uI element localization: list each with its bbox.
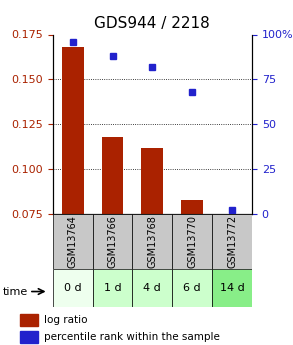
- Bar: [132, 269, 172, 307]
- Bar: [212, 214, 252, 269]
- Text: GSM13772: GSM13772: [227, 215, 237, 268]
- Bar: [93, 214, 132, 269]
- Text: 14 d: 14 d: [220, 283, 244, 293]
- Bar: [142, 148, 163, 214]
- Bar: [62, 47, 84, 214]
- Bar: [102, 137, 123, 214]
- Bar: [172, 269, 212, 307]
- Text: GSM13766: GSM13766: [108, 215, 117, 268]
- Bar: [172, 214, 212, 269]
- Text: GSM13764: GSM13764: [68, 215, 78, 268]
- Bar: [93, 269, 132, 307]
- Bar: [20, 331, 38, 343]
- Text: percentile rank within the sample: percentile rank within the sample: [44, 333, 219, 342]
- Text: 4 d: 4 d: [144, 283, 161, 293]
- Bar: [181, 199, 203, 214]
- Bar: [20, 314, 38, 326]
- Title: GDS944 / 2218: GDS944 / 2218: [94, 16, 210, 31]
- Text: 1 d: 1 d: [104, 283, 121, 293]
- Text: time: time: [3, 287, 28, 296]
- Text: log ratio: log ratio: [44, 315, 87, 325]
- Text: 0 d: 0 d: [64, 283, 81, 293]
- Bar: [212, 269, 252, 307]
- Text: GSM13770: GSM13770: [187, 215, 197, 268]
- Text: GSM13768: GSM13768: [147, 215, 157, 268]
- Text: 6 d: 6 d: [183, 283, 201, 293]
- Bar: [132, 214, 172, 269]
- Bar: [53, 214, 93, 269]
- Bar: [53, 269, 93, 307]
